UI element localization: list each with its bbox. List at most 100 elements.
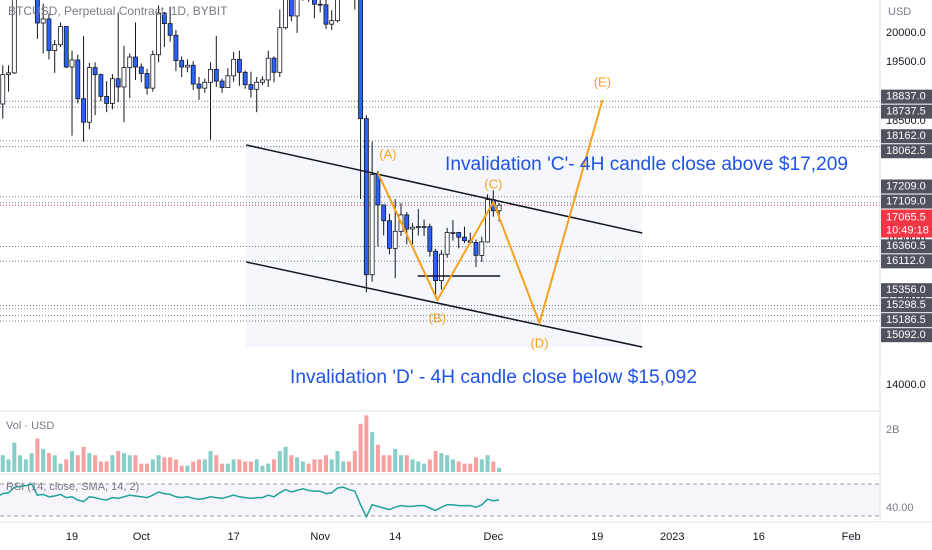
volume-bar <box>381 455 386 472</box>
volume-bar <box>473 457 479 472</box>
level-label: 15092.0 <box>886 329 926 341</box>
volume-bar <box>18 455 23 472</box>
volume-bar <box>445 455 450 472</box>
volume-bar <box>491 461 496 472</box>
volume-bar <box>41 448 46 472</box>
candle-body <box>185 64 190 68</box>
volume-bar <box>433 451 438 472</box>
level-label-box <box>881 298 932 313</box>
volume-bar <box>341 461 346 472</box>
axes: 20000.019500.018500.016500.015500.014000… <box>66 27 932 543</box>
volume-bar <box>104 461 109 472</box>
candle-body <box>242 71 248 86</box>
level-label-box <box>881 239 932 254</box>
x-tick-label: 14 <box>389 531 401 543</box>
level-label-box <box>881 129 932 144</box>
level-label-box <box>881 104 932 119</box>
level-label-box <box>881 313 932 328</box>
candle-body <box>58 26 63 46</box>
level-label: 15186.5 <box>886 314 926 326</box>
candle-body <box>265 57 271 81</box>
volume-bar <box>277 451 282 472</box>
level-label-box <box>881 144 932 159</box>
volume-bar <box>439 453 444 472</box>
candle-body <box>63 26 69 68</box>
level-label-box <box>881 194 932 209</box>
candle-body <box>317 3 323 6</box>
wave-label: (E) <box>594 74 611 89</box>
volume-bar <box>422 463 427 472</box>
candle-body <box>156 12 162 56</box>
volume-bar <box>364 415 369 472</box>
wave-label: (B) <box>429 310 446 325</box>
level-label: 16360.5 <box>886 240 926 252</box>
candle-body <box>392 230 398 249</box>
volume-bar <box>208 451 213 472</box>
candle-body <box>138 66 144 74</box>
candle-body <box>40 18 46 24</box>
candle-body <box>98 74 104 97</box>
volume-bar <box>266 463 271 472</box>
volume-bar <box>35 438 40 472</box>
volume-bar <box>479 459 484 472</box>
volume-bar <box>300 461 305 472</box>
volume-bar <box>6 459 11 472</box>
x-tick-label: Oct <box>133 531 150 543</box>
annotation: Invalidation 'D' - 4H candle close below… <box>290 367 697 388</box>
level-label: 18162.0 <box>886 130 926 142</box>
candle-body <box>133 56 138 68</box>
candle-body <box>115 78 121 88</box>
x-tick-label: 19 <box>66 531 78 543</box>
volume-bar <box>156 455 161 472</box>
volume-bar <box>295 457 300 472</box>
level-label-box <box>881 254 932 269</box>
wave-label: (A) <box>379 146 396 161</box>
candle-body <box>69 59 75 68</box>
volume-bar <box>260 465 265 472</box>
candle-body <box>208 68 213 83</box>
volume-bar <box>58 463 63 472</box>
x-tick-label: 17 <box>227 531 239 543</box>
volume-bar <box>75 455 80 472</box>
y-tick-label: 20000.0 <box>886 27 926 39</box>
level-label: 18737.5 <box>886 106 926 118</box>
rsi-tick-label: 40.00 <box>886 502 914 514</box>
candle-body <box>213 68 219 82</box>
volume-bar <box>93 455 98 472</box>
volume-bar <box>168 457 173 472</box>
y-tick-label: 19500.0 <box>886 56 926 68</box>
volume-bar <box>0 455 5 472</box>
volume-bar <box>46 453 51 472</box>
candle-body <box>161 12 167 24</box>
volume-bar <box>116 451 121 472</box>
symbol-title: BTCUSD, Perpetual Contract, 1D, BYBIT <box>8 4 228 18</box>
candle-body <box>173 34 179 61</box>
level-label: 17209.0 <box>886 180 926 192</box>
candle-body <box>81 98 86 123</box>
candle-body <box>479 241 485 256</box>
x-tick-label: 19 <box>591 531 603 543</box>
candle-body <box>110 78 115 104</box>
candle-body <box>34 0 40 24</box>
volume-tick-label: 2B <box>886 424 899 436</box>
candle-body <box>0 74 6 105</box>
volume-bar <box>283 446 288 472</box>
volume-bar <box>64 459 69 472</box>
candle-body <box>433 250 439 282</box>
x-tick-label: Dec <box>484 531 504 543</box>
volume-bar <box>375 444 380 472</box>
last-price-box <box>881 209 932 238</box>
candle-body <box>450 232 456 234</box>
volume-bar <box>352 451 357 472</box>
volume-bar <box>220 463 225 472</box>
candle-body <box>311 0 317 5</box>
rsi-label: RSI (14, close, SMA, 14, 2) <box>6 481 139 493</box>
candle-body <box>421 226 427 229</box>
candle-body <box>254 81 260 90</box>
volume-bar <box>87 453 92 472</box>
volume-bar <box>202 459 207 472</box>
volume-bar <box>393 448 398 472</box>
volume-pane <box>0 415 502 472</box>
level-label-box <box>881 89 932 104</box>
